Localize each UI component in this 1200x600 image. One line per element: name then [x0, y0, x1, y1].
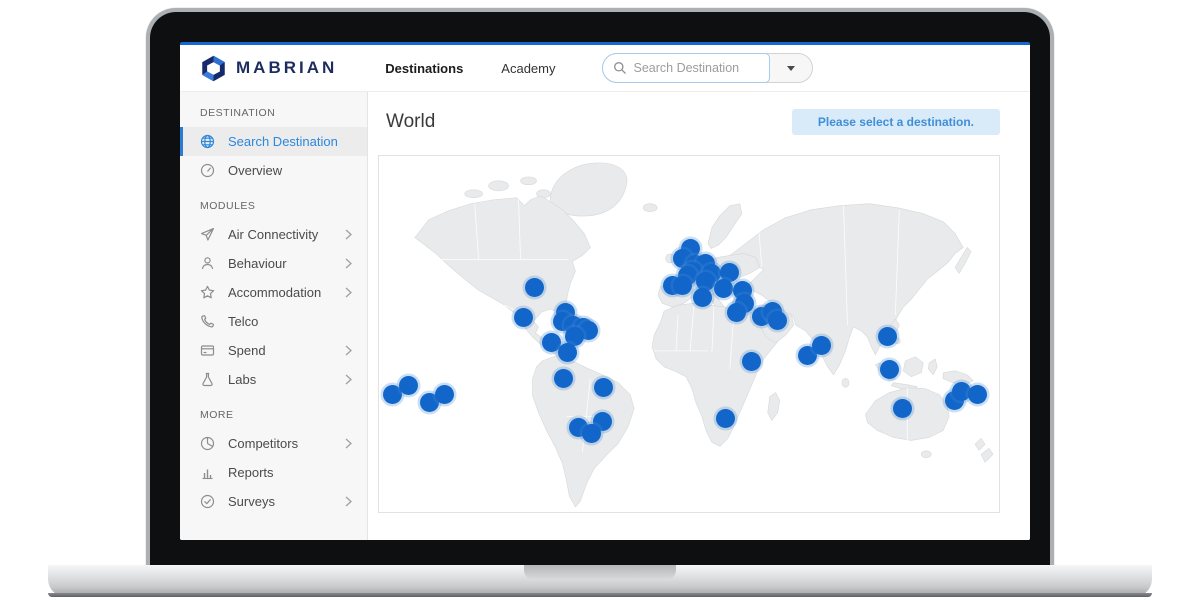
search-icon: [613, 62, 626, 74]
page-title: World: [386, 110, 436, 132]
sidebar-item-search-destination[interactable]: Search Destination: [180, 127, 367, 156]
chevron-right-icon: [345, 374, 352, 385]
brand-hexagon-icon: [202, 55, 225, 81]
destination-marker[interactable]: [593, 378, 613, 398]
destination-marker[interactable]: [727, 302, 747, 322]
sidebar-item-label: Labs: [228, 372, 257, 387]
destination-marker[interactable]: [742, 352, 762, 372]
destination-marker[interactable]: [420, 393, 440, 413]
pie-icon: [200, 436, 216, 452]
destination-marker[interactable]: [716, 408, 736, 428]
chevron-right-icon: [345, 229, 352, 240]
sidebar-item-telco[interactable]: Telco: [180, 307, 367, 336]
destination-marker[interactable]: [525, 277, 545, 297]
destination-marker[interactable]: [579, 320, 599, 340]
search-input[interactable]: [633, 61, 752, 75]
destination-marker[interactable]: [692, 287, 712, 307]
world-map-panel: [378, 155, 1000, 513]
chevron-right-icon: [345, 345, 352, 356]
laptop-screen: MABRIAN Destinations Academy: [146, 8, 1054, 565]
map-dots-layer: [379, 156, 999, 512]
destination-marker[interactable]: [581, 423, 601, 443]
sidebar-item-label: Telco: [228, 314, 259, 329]
destination-marker[interactable]: [892, 398, 912, 418]
header-nav: Destinations Academy: [385, 61, 555, 76]
destination-marker[interactable]: [398, 376, 418, 396]
check-circle-icon: [200, 494, 216, 510]
destination-marker[interactable]: [713, 278, 733, 298]
globe-icon: [200, 134, 216, 150]
sidebar-item-label: Search Destination: [228, 134, 338, 149]
sidebar-item-air-connectivity[interactable]: Air Connectivity: [180, 220, 367, 249]
nav-item-academy[interactable]: Academy: [501, 60, 556, 76]
sidebar-item-competitors[interactable]: Competitors: [180, 429, 367, 458]
app-header: MABRIAN Destinations Academy: [180, 45, 1030, 92]
laptop-base-notch: [524, 565, 676, 580]
card-icon: [200, 343, 216, 359]
sidebar-section-title: MORE: [200, 409, 234, 421]
app-body: DESTINATION Search Destination Overview MOD…: [180, 92, 1030, 540]
chevron-right-icon: [345, 258, 352, 269]
phone-icon: [200, 314, 216, 330]
destination-marker[interactable]: [812, 335, 832, 355]
sidebar-item-label: Accommodation: [228, 285, 322, 300]
sidebar-item-accommodation[interactable]: Accommodation: [180, 278, 367, 307]
notice-badge: Please select a destination.: [791, 108, 1000, 135]
sidebar-item-label: Overview: [228, 163, 283, 178]
destination-marker[interactable]: [797, 345, 817, 365]
destination-marker[interactable]: [382, 385, 402, 405]
destination-marker[interactable]: [967, 385, 987, 405]
destination-marker[interactable]: [951, 382, 971, 402]
destination-marker[interactable]: [672, 275, 692, 295]
sidebar-item-behaviour[interactable]: Behaviour: [180, 249, 367, 278]
destination-marker[interactable]: [541, 333, 561, 353]
gauge-icon: [200, 163, 216, 179]
sidebar-item-label: Behaviour: [228, 256, 287, 271]
sidebar-item-label: Competitors: [228, 436, 299, 451]
main-header: World Please select a destination.: [368, 92, 1030, 135]
destination-marker[interactable]: [557, 343, 577, 363]
destination-marker[interactable]: [877, 326, 897, 346]
destination-marker[interactable]: [553, 369, 573, 389]
laptop-base: [48, 565, 1152, 597]
search-field[interactable]: [601, 53, 770, 83]
plane-icon: [200, 227, 216, 243]
sidebar-item-label: Reports: [228, 465, 274, 480]
sidebar: DESTINATION Search Destination Overview MOD…: [180, 92, 368, 540]
sidebar-item-surveys[interactable]: Surveys: [180, 487, 367, 516]
flask-icon: [200, 372, 216, 388]
sidebar-section-title: MODULES: [200, 200, 256, 212]
sidebar-item-label: Spend: [228, 343, 266, 358]
destination-marker[interactable]: [564, 327, 584, 347]
brand-logo[interactable]: MABRIAN: [200, 55, 337, 82]
star-icon: [200, 285, 216, 301]
chevron-right-icon: [345, 287, 352, 298]
sidebar-section-title: DESTINATION: [200, 107, 276, 119]
destination-marker[interactable]: [513, 308, 533, 328]
sidebar-item-overview[interactable]: Overview: [180, 156, 367, 185]
destination-marker[interactable]: [695, 271, 715, 291]
chevron-down-icon: [786, 65, 795, 71]
nav-item-destinations[interactable]: Destinations: [385, 60, 464, 76]
destination-marker[interactable]: [434, 385, 454, 405]
person-icon: [200, 256, 216, 272]
sidebar-item-label: Air Connectivity: [228, 227, 319, 242]
destination-search: [601, 53, 813, 83]
destination-marker[interactable]: [720, 262, 740, 282]
brand-wordmark: MABRIAN: [236, 58, 338, 77]
sidebar-item-reports[interactable]: Reports: [180, 458, 367, 487]
destination-marker[interactable]: [879, 360, 899, 380]
sidebar-item-spend[interactable]: Spend: [180, 336, 367, 365]
sidebar-item-labs[interactable]: Labs: [180, 365, 367, 394]
sidebar-item-label: Surveys: [228, 494, 275, 509]
main-content: World Please select a destination.: [368, 92, 1030, 540]
search-dropdown-button[interactable]: [770, 53, 812, 83]
destination-marker[interactable]: [768, 310, 788, 330]
bar-chart-icon: [200, 465, 216, 481]
chevron-right-icon: [345, 438, 352, 449]
app-window: MABRIAN Destinations Academy: [180, 42, 1030, 540]
chevron-right-icon: [345, 496, 352, 507]
